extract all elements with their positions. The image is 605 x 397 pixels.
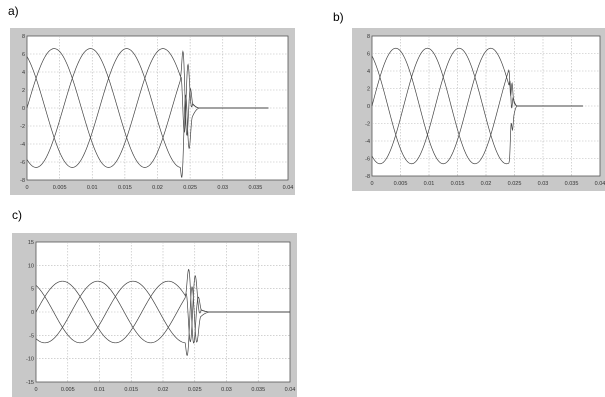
x-tick-label: 0.03 (538, 181, 549, 187)
y-tick-label: -6 (20, 160, 25, 166)
y-tick-label: 6 (367, 52, 370, 58)
y-tick-label: 0 (31, 310, 34, 316)
y-tick-label: 2 (367, 87, 370, 93)
x-tick-label: 0.035 (565, 181, 579, 187)
y-tick-label: -2 (20, 124, 25, 130)
y-tick-label: -2 (365, 122, 370, 128)
chart-b-plot: 0 0.005 0.01 0.015 0.02 0.025 0.03 0.035 0.04 8 6 4… (365, 34, 605, 187)
x-tick-label: 0.04 (285, 387, 296, 393)
y-tick-label: 8 (367, 34, 370, 40)
panel-b-label: b) (333, 10, 344, 24)
x-tick-label: 0.015 (118, 185, 132, 191)
y-tick-label: 0 (22, 106, 25, 112)
x-tick-label: 0.025 (188, 387, 202, 393)
x-tick-label: 0.005 (53, 185, 67, 191)
chart-a: 0 0.005 0.01 0.015 0.02 0.025 0.03 0.035 0.04 8 6 4… (10, 28, 295, 195)
x-tick-label: 0.01 (87, 185, 98, 191)
x-tick-label: 0.01 (424, 181, 435, 187)
y-tick-label: 10 (28, 263, 34, 269)
y-tick-label: 4 (367, 69, 370, 75)
x-tick-label: 0.005 (61, 387, 75, 393)
x-tick-label: 0.02 (481, 181, 492, 187)
x-tick-label: 0.015 (451, 181, 465, 187)
y-tick-label: -4 (20, 142, 25, 148)
x-tick-label: 0.005 (394, 181, 408, 187)
y-tick-label: -5 (29, 333, 34, 339)
y-tick-label: -4 (365, 139, 370, 145)
panel-a-label: a) (8, 4, 19, 18)
x-tick-label: 0 (370, 181, 373, 187)
y-tick-label: -10 (26, 357, 34, 363)
phase-curve-3 (35, 280, 290, 356)
y-tick-label: 4 (22, 70, 25, 76)
x-tick-label: 0.01 (94, 387, 105, 393)
chart-a-plot: 0 0.005 0.01 0.015 0.02 0.025 0.03 0.035 0.04 8 6 4… (20, 34, 294, 191)
y-tick-label: -6 (365, 157, 370, 163)
x-tick-label: 0.04 (595, 181, 605, 187)
y-tick-label: 2 (22, 88, 25, 94)
y-tick-label: -8 (365, 174, 370, 180)
chart-c: 0 0.005 0.01 0.015 0.02 0.025 0.03 0.035 0.04 15 1… (12, 233, 297, 397)
y-tick-label: 15 (28, 240, 34, 246)
x-tick-label: 0.03 (217, 185, 228, 191)
x-tick-label: 0.02 (158, 387, 169, 393)
y-tick-label: 0 (367, 104, 370, 110)
x-tick-label: 0.035 (251, 387, 265, 393)
y-tick-label: -15 (26, 380, 34, 386)
x-tick-label: 0 (34, 387, 37, 393)
x-tick-label: 0.04 (283, 185, 294, 191)
chart-c-plot: 0 0.005 0.01 0.015 0.02 0.025 0.03 0.035 0.04 15 1… (26, 240, 296, 393)
phase-curve-3 (26, 48, 269, 178)
panel-c-label: c) (12, 208, 22, 222)
phase-curve-3 (371, 47, 583, 165)
x-tick-label: 0.03 (221, 387, 232, 393)
x-tick-label: 0.035 (248, 185, 262, 191)
y-tick-label: 5 (31, 287, 34, 293)
y-tick-label: 6 (22, 52, 25, 58)
x-tick-label: 0.025 (183, 185, 197, 191)
chart-b: 0 0.005 0.01 0.015 0.02 0.025 0.03 0.035 0.04 8 6 4… (352, 28, 605, 191)
y-tick-label: -8 (20, 178, 25, 184)
y-tick-label: 8 (22, 34, 25, 40)
x-tick-label: 0.015 (124, 387, 138, 393)
x-tick-label: 0.025 (508, 181, 522, 187)
x-tick-label: 0.02 (152, 185, 163, 191)
x-tick-label: 0 (25, 185, 28, 191)
